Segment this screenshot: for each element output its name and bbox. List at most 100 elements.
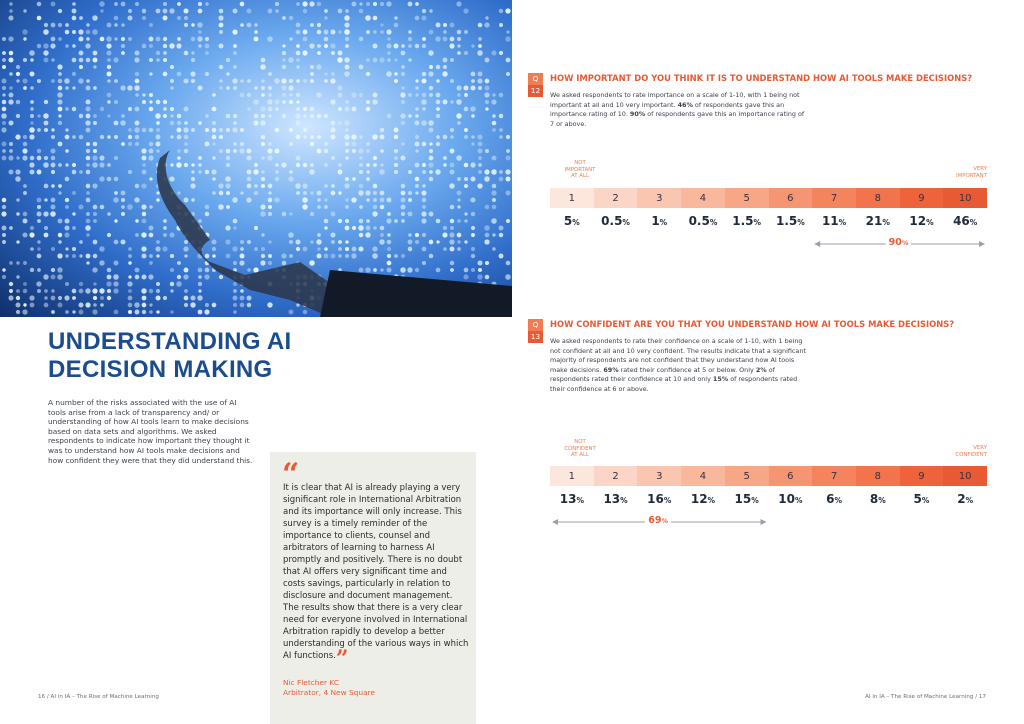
q12-percent-sign: % (882, 218, 890, 227)
q13-percent-value: 12% (681, 492, 725, 506)
q12-percent-sign: % (797, 218, 805, 227)
q13-scale-cell: 9 (899, 466, 944, 486)
q12-percent-value: 21% (856, 214, 900, 228)
q12-scale-cell: 7 (812, 188, 856, 208)
q12-range-label: 90% (885, 237, 912, 248)
q13-percent-sign: % (794, 496, 803, 505)
q13-percent-number: 13 (603, 492, 621, 506)
q12-percent-sign: % (622, 218, 630, 227)
hero-image (0, 0, 512, 317)
q12-percent-number: 11 (821, 214, 839, 228)
q12-percent-row: 5% 0.5% 1% 0.5% 1.5% 1.5% 11% 21% 12% 46% (550, 214, 987, 228)
q13-percent-value: 5% (900, 492, 944, 506)
q13-scale-cell: 4 (681, 466, 725, 486)
q12-percent-sign: % (753, 218, 762, 227)
q12-percent-number: 46 (953, 214, 970, 228)
led-dots (1, 1, 511, 315)
q12-range-arrow (814, 241, 985, 247)
q13-percent-sign: % (576, 496, 584, 505)
q13-desc-part: of respondents rated their confidence at… (550, 375, 798, 393)
q13-percent-value: 8% (856, 492, 900, 506)
open-quote-icon: “ (282, 457, 300, 492)
q13-percent-sign: % (834, 496, 842, 505)
q13-percent-value: 13% (550, 492, 594, 506)
q12-scale-cell: 2 (593, 188, 638, 208)
quote-author-name: Nic Fletcher KC (283, 678, 340, 687)
q13-scale-cell: 5 (724, 466, 769, 486)
q13-range-arrowhead-right (760, 519, 767, 525)
q12-percent-sign: % (659, 218, 668, 227)
q13-percent-row: 13% 13% 16% 12% 15% 10% 6% 8% 5% 2% (550, 492, 987, 506)
q13-badge: Q 13 (528, 319, 543, 343)
q13-percent-number: 10 (778, 492, 795, 506)
q13-scale-cell: 8 (855, 466, 900, 486)
q12-scale-cell: 1 (550, 188, 594, 208)
q12-percent-sign: % (969, 218, 978, 227)
q13-percent-sign: % (751, 496, 759, 505)
q12-scale-cell: 4 (681, 188, 725, 208)
q13-percent-value: 15% (725, 492, 769, 506)
q13-percent-value: 2% (943, 492, 987, 506)
q12-scale-cell: 9 (899, 188, 944, 208)
quote-body: It is clear that AI is already playing a… (283, 483, 469, 661)
sleeve-silhouette (320, 270, 512, 317)
q13-desc-bold: 69% (603, 365, 619, 374)
q12-percent-sign: % (926, 218, 934, 227)
quote-attribution: Nic Fletcher KC Arbitrator, 4 New Square (283, 678, 375, 697)
q13-badge-letter: Q (528, 319, 543, 331)
q13-badge-number: 13 (528, 331, 543, 343)
q12-percent-number: 12 (909, 214, 927, 228)
q13-label-low: NOT CONFIDENT AT ALL (564, 439, 596, 458)
q13-scale-cell: 3 (637, 466, 682, 486)
q12-percent-sign: % (709, 218, 718, 227)
q13-percent-number: 12 (690, 492, 708, 506)
q12-percent-number: 1.5 (732, 214, 754, 228)
q13-scale-cell: 1 (550, 466, 594, 486)
intro-paragraph: A number of the risks associated with th… (48, 398, 253, 465)
q13-range-value: 69 (648, 515, 662, 526)
q13-desc-part: rated their confidence at 5 or below. On… (618, 365, 756, 374)
q12-badge: Q 12 (528, 73, 543, 97)
q13-range-arrow (552, 519, 767, 525)
q13-range-percent-sign: % (661, 517, 668, 525)
quote-box: “ It is clear that AI is already playing… (270, 452, 476, 724)
q12-percent-number: 1 (651, 214, 660, 228)
q13-percent-value: 10% (769, 492, 813, 506)
q13-scale-row: 1 2 3 4 5 6 7 8 9 10 (550, 466, 988, 486)
q13-scale-cell: 6 (768, 466, 813, 486)
q12-range-arrowhead-left (814, 241, 821, 247)
q12-percent-value: 11% (812, 214, 856, 228)
footer-right: AI in IA – The Rise of Machine Learning … (865, 694, 986, 700)
q13-percent-sign: % (707, 496, 716, 505)
q12-percent-value: 0.5% (681, 214, 725, 228)
q12-percent-number: 0.5 (688, 214, 710, 228)
q12-percent-value: 0.5% (594, 214, 638, 228)
q13-percent-number: 5 (913, 492, 922, 506)
q12-label-high: VERY IMPORTANT (956, 166, 987, 179)
quote-text: It is clear that AI is already playing a… (283, 482, 469, 670)
q13-percent-number: 6 (826, 492, 835, 506)
q12-title: HOW IMPORTANT DO YOU THINK IT IS TO UNDE… (550, 73, 973, 83)
q12-scale-cell: 6 (768, 188, 813, 208)
q12-desc-bold: 90% (629, 110, 646, 118)
led-wall-hand-photo (1, 1, 512, 317)
q12-percent-value: 5% (550, 214, 594, 228)
q12-percent-value: 1% (637, 214, 681, 228)
q13-percent-sign: % (620, 496, 628, 505)
q12-label-low: NOT IMPORTANT AT ALL (564, 160, 596, 179)
q12-percent-value: 46% (943, 214, 987, 228)
q12-badge-number: 12 (528, 85, 543, 97)
q12-desc-part: of respondents gave this an importance r… (550, 100, 785, 119)
q13-percent-number: 13 (559, 492, 577, 506)
q13-percent-value: 13% (594, 492, 638, 506)
q12-scale-cell: 5 (724, 188, 769, 208)
q12-percent-sign: % (838, 218, 847, 227)
page-title: UNDERSTANDING AI DECISION MAKING (48, 328, 292, 383)
q12-percent-number: 1.5 (775, 214, 798, 228)
footer-left: 16 / AI in IA – The Rise of Machine Lear… (38, 694, 159, 700)
q13-percent-sign: % (663, 496, 672, 505)
q13-desc-bold: 2% (755, 365, 767, 374)
q12-range-percent-sign: % (901, 239, 909, 247)
q13-desc-part: We asked respondents to rate their confi… (550, 337, 806, 374)
q12-scale-cell: 10 (943, 188, 988, 208)
